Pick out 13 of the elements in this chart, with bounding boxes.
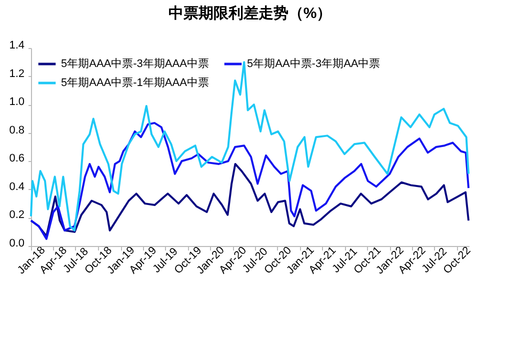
y-tick-label: 0.8 bbox=[9, 124, 24, 136]
y-tick-label: 0.4 bbox=[9, 180, 24, 193]
chart-title: 中票期限利差走势（%） bbox=[168, 5, 332, 22]
y-tick-label: 0.2 bbox=[9, 209, 24, 222]
y-tick-label: 1.4 bbox=[9, 40, 24, 52]
y-tick-label: 1.2 bbox=[9, 68, 24, 80]
legend-label: 5年期AAA中票-1年期AAA中票 bbox=[61, 76, 209, 89]
y-tick-label: 1.0 bbox=[9, 96, 24, 108]
y-tick-label: 0.0 bbox=[9, 238, 24, 250]
line-series bbox=[30, 122, 470, 240]
y-tick-label: 0.6 bbox=[9, 152, 24, 165]
legend-label: 5年期AA中票-3年期AA中票 bbox=[247, 57, 380, 70]
legend-label: 5年期AAA中票-3年期AAA中票 bbox=[61, 57, 209, 70]
